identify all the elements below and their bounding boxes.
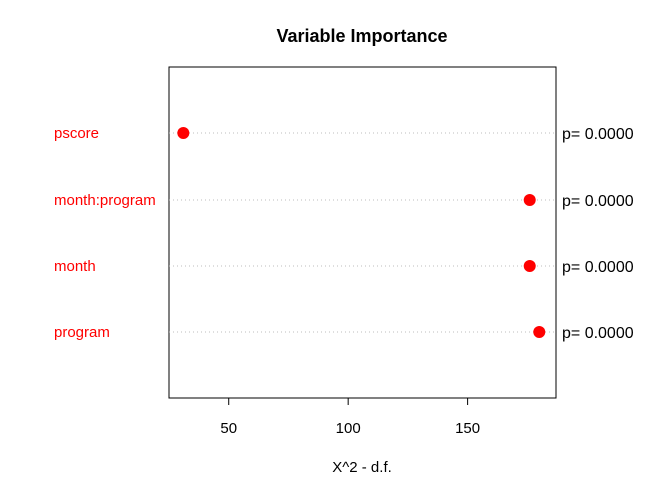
guide-lines: [169, 132, 556, 333]
category-label: pscore: [54, 125, 99, 142]
category-labels: pscore month:program month program: [54, 125, 156, 341]
x-tick-label: 50: [220, 420, 237, 437]
data-point: [523, 194, 536, 206]
category-label: month: [54, 258, 96, 275]
x-axis-label: X^2 - d.f.: [332, 459, 392, 476]
x-axis-ticks: 50 100 150: [220, 398, 480, 437]
chart-title: Variable Importance: [276, 26, 447, 46]
p-value-label: p= 0.0000: [562, 325, 634, 342]
data-point: [177, 127, 190, 139]
data-point: [533, 326, 546, 338]
p-value-label: p= 0.0000: [562, 126, 634, 143]
x-tick-label: 150: [455, 420, 480, 437]
p-value-label: p= 0.0000: [562, 259, 634, 276]
p-value-label: p= 0.0000: [562, 193, 634, 210]
p-value-labels: p= 0.0000 p= 0.0000 p= 0.0000 p= 0.0000: [562, 126, 634, 342]
data-points: [177, 127, 546, 338]
x-tick-label: 100: [336, 420, 361, 437]
category-label: month:program: [54, 192, 156, 209]
category-label: program: [54, 324, 110, 341]
plot-frame: [168, 66, 557, 399]
data-point: [523, 260, 536, 272]
